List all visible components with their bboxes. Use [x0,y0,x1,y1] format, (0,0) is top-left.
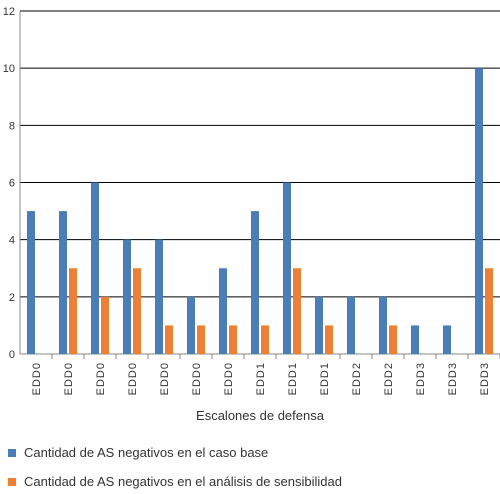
y-tick-label: 4 [9,235,15,247]
bar-sensitivity [261,325,269,354]
bar-base [155,239,163,354]
bar-base [59,211,67,354]
bar-sensitivity [229,325,237,354]
x-axis-ticks: EDD0 EDD0 EDD0 EDD0 EDD0 EDD0 EDD0 EDD1 EDD1 EDD1… [31,362,491,395]
bar-sensitivity [293,268,301,354]
x-tick-label: EDD0 [95,362,107,395]
x-tick-label: EDD1 [287,362,299,395]
x-tick-label: EDD3 [415,362,427,395]
x-tick-label: EDD0 [223,362,235,395]
x-tick-label: EDD0 [159,362,171,395]
y-axis-ticks: 0 2 4 6 8 10 12 [3,6,15,361]
bar-base [123,239,131,354]
bar-base [443,325,451,354]
bar-sensitivity [485,268,493,354]
x-tick-label: EDD0 [63,362,75,395]
bar-sensitivity [389,325,397,354]
x-axis-title: Escalones de defensa [196,408,325,423]
bar-base [27,211,35,354]
bar-sensitivity [101,296,109,354]
y-tick-label: 6 [9,178,15,190]
bar-base [347,296,355,354]
bar-base [379,296,387,354]
bar-base [283,182,291,354]
bar-base [411,325,419,354]
y-tick-label: 0 [9,349,15,361]
y-tick-label: 12 [3,6,15,18]
bars [27,68,493,355]
bar-sensitivity [325,325,333,354]
y-tick-label: 8 [9,120,15,132]
bar-base [315,296,323,354]
x-tick-label: EDD0 [191,362,203,395]
bar-base [219,268,227,354]
y-tick-label: 10 [3,63,15,75]
legend-label-sensitivity: Cantidad de AS negativos en el análisis … [24,474,342,489]
x-tick-label: EDD2 [383,362,395,395]
bar-base [475,68,483,355]
x-tick-label: EDD0 [31,362,43,395]
bar-base [91,182,99,354]
legend-label-base: Cantidad de AS negativos en el caso base [24,445,269,460]
x-tick-label: EDD3 [479,362,491,395]
legend-swatch-sensitivity [8,477,16,486]
x-tick-label: EDD0 [127,362,139,395]
bar-sensitivity [165,325,173,354]
x-tick-label: EDD1 [255,362,267,395]
x-tick-label: EDD1 [319,362,331,395]
bar-sensitivity [133,268,141,354]
legend-item-sensitivity: Cantidad de AS negativos en el análisis … [8,474,342,489]
gridlines [19,10,500,359]
bar-sensitivity [69,268,77,354]
bar-sensitivity [197,325,205,354]
legend-swatch-base [8,448,16,457]
bar-base [251,211,259,354]
x-tick-label: EDD3 [447,362,459,395]
y-tick-label: 2 [9,292,15,304]
x-tick-label: EDD2 [351,362,363,395]
legend-item-base: Cantidad de AS negativos en el caso base [8,445,268,460]
bar-base [187,296,195,354]
